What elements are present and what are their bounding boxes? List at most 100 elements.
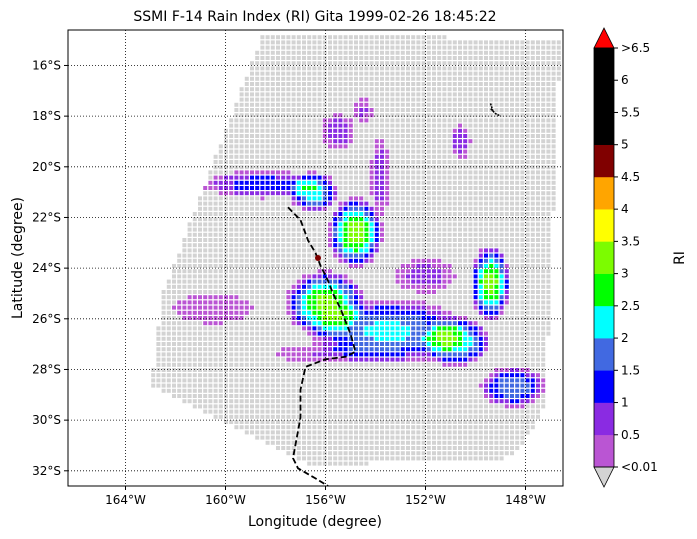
swath-cell xyxy=(229,352,234,357)
swath-cell xyxy=(421,71,426,76)
swath-cell xyxy=(551,56,556,60)
swath-cell xyxy=(380,201,384,206)
swath-cell xyxy=(354,378,358,383)
swath-cell xyxy=(437,92,442,97)
swath-cell xyxy=(333,92,338,97)
swath-cell xyxy=(265,368,270,372)
swath-cell xyxy=(478,232,483,237)
swath-cell xyxy=(229,201,234,206)
swath-cell xyxy=(499,404,504,409)
swath-cell xyxy=(276,352,280,357)
swath-cell xyxy=(489,404,494,409)
swath-cell xyxy=(489,170,494,175)
swath-cell xyxy=(213,305,218,310)
swath-cell xyxy=(447,331,452,336)
swath-cell xyxy=(343,144,348,149)
swath-cell xyxy=(208,305,213,310)
swath-cell xyxy=(343,123,348,128)
swath-cell xyxy=(192,253,197,258)
swath-cell xyxy=(390,404,395,409)
swath-cell xyxy=(213,310,218,315)
swath-cell xyxy=(541,212,546,216)
swath-cell xyxy=(447,222,452,227)
swath-cell xyxy=(541,238,546,242)
swath-cell xyxy=(390,248,395,253)
swath-cell xyxy=(312,66,317,71)
swath-cell xyxy=(536,160,540,164)
swath-cell xyxy=(218,274,223,279)
swath-cell xyxy=(468,61,473,66)
swath-cell xyxy=(458,290,462,294)
swath-cell xyxy=(364,113,369,118)
swath-cell xyxy=(551,40,556,45)
swath-cell xyxy=(458,66,462,71)
swath-cell xyxy=(447,300,452,305)
swath-cell xyxy=(239,368,244,372)
swath-cell xyxy=(426,316,431,320)
swath-cell xyxy=(281,76,286,81)
swath-cell xyxy=(484,97,488,102)
swath-cell xyxy=(400,258,405,263)
swath-cell xyxy=(328,378,332,383)
swath-cell xyxy=(406,399,410,404)
swath-cell xyxy=(390,316,395,320)
swath-cell xyxy=(276,368,280,372)
swath-cell xyxy=(536,201,540,206)
swath-cell xyxy=(390,206,395,211)
swath-cell xyxy=(369,180,374,185)
swath-cell xyxy=(348,232,353,237)
swath-cell xyxy=(515,295,520,300)
swath-cell xyxy=(484,175,488,180)
swath-cell xyxy=(494,170,499,175)
swath-cell xyxy=(395,180,400,185)
swath-cell xyxy=(359,118,364,123)
swath-cell xyxy=(218,264,223,268)
swath-cell xyxy=(239,196,244,201)
swath-cell xyxy=(473,206,478,211)
swath-cell xyxy=(208,217,213,222)
swath-cell xyxy=(359,326,364,331)
swath-cell xyxy=(499,149,504,154)
swath-cell xyxy=(385,196,390,201)
swath-cell xyxy=(484,336,488,341)
swath-cell xyxy=(489,378,494,383)
swath-cell xyxy=(385,321,390,326)
swath-cell xyxy=(343,326,348,331)
swath-cell xyxy=(520,279,525,284)
swath-cell xyxy=(504,295,509,300)
swath-cell xyxy=(307,331,312,336)
swath-cell xyxy=(322,134,327,138)
swath-cell xyxy=(307,144,312,149)
swath-cell xyxy=(458,373,462,378)
swath-cell xyxy=(515,399,520,404)
swath-cell xyxy=(452,118,457,123)
swath-cell xyxy=(307,399,312,404)
swath-cell xyxy=(364,128,369,133)
swath-cell xyxy=(468,40,473,45)
swath-cell xyxy=(317,118,322,123)
swath-cell xyxy=(541,305,546,310)
swath-cell xyxy=(265,362,270,367)
swath-cell xyxy=(525,373,530,378)
swath-cell xyxy=(328,305,332,310)
swath-cell xyxy=(426,279,431,284)
swath-cell xyxy=(473,238,478,242)
swath-cell xyxy=(369,134,374,138)
swath-cell xyxy=(432,383,436,388)
swath-cell xyxy=(520,316,525,320)
swath-cell xyxy=(499,326,504,331)
swath-cell xyxy=(452,180,457,185)
swath-cell xyxy=(369,342,374,346)
swath-cell xyxy=(536,264,540,268)
swath-cell xyxy=(281,238,286,242)
swath-cell xyxy=(515,274,520,279)
swath-cell xyxy=(385,269,390,274)
swath-cell xyxy=(452,243,457,248)
swath-cell xyxy=(354,321,358,326)
swath-cell xyxy=(317,35,322,40)
swath-cell xyxy=(369,154,374,159)
swath-cell xyxy=(348,222,353,227)
swath-cell xyxy=(322,170,327,175)
swath-cell xyxy=(265,295,270,300)
swath-cell xyxy=(484,92,488,97)
